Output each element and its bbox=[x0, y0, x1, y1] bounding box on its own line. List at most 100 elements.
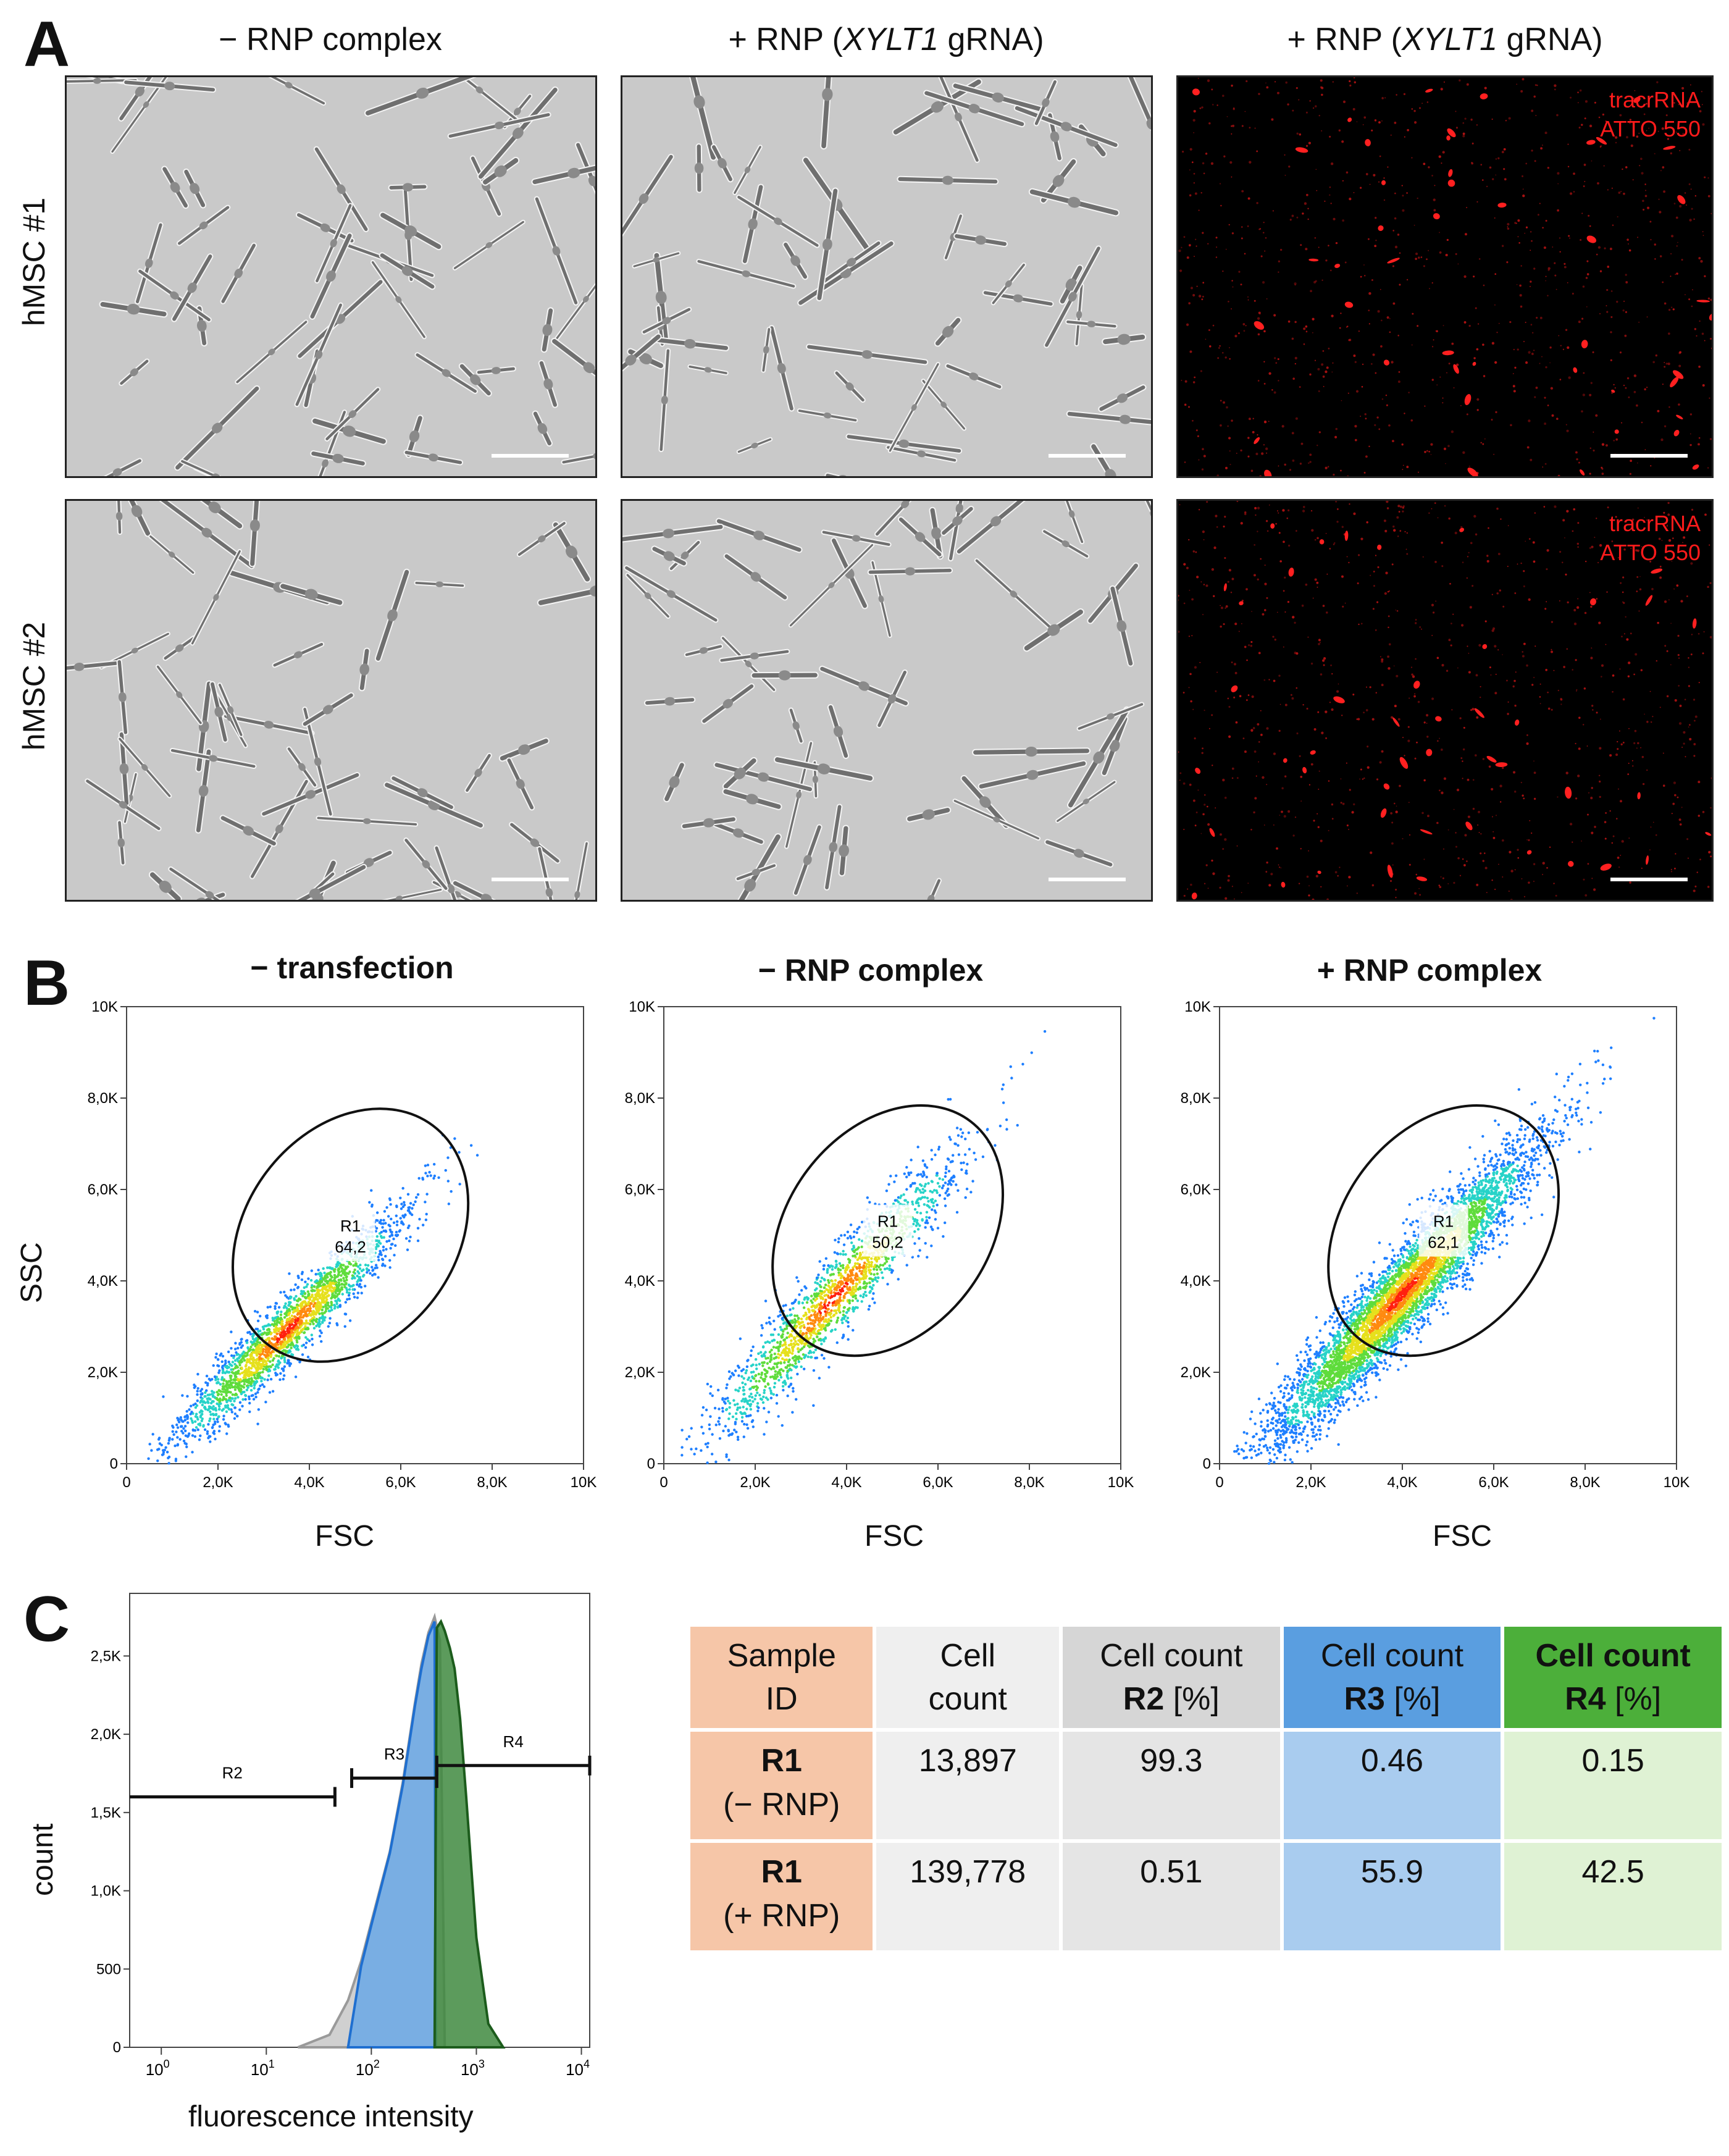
data-point bbox=[233, 1399, 236, 1403]
data-point bbox=[301, 1292, 304, 1295]
data-point bbox=[891, 1258, 894, 1262]
data-point bbox=[249, 1388, 253, 1392]
data-point bbox=[750, 1396, 754, 1399]
data-point bbox=[304, 1325, 307, 1328]
data-point bbox=[361, 1275, 365, 1278]
data-point bbox=[927, 1181, 930, 1185]
data-point bbox=[196, 1386, 199, 1390]
data-point bbox=[247, 1381, 251, 1385]
data-point bbox=[253, 1384, 256, 1387]
data-point bbox=[924, 1226, 927, 1229]
data-point bbox=[856, 1258, 860, 1261]
data-point bbox=[319, 1284, 322, 1288]
data-point bbox=[827, 1365, 831, 1369]
data-point bbox=[1394, 1342, 1397, 1346]
data-point bbox=[843, 1294, 846, 1298]
data-point bbox=[193, 1386, 196, 1390]
data-point bbox=[409, 1235, 412, 1239]
data-point bbox=[356, 1296, 359, 1299]
data-point bbox=[295, 1341, 299, 1344]
data-point bbox=[921, 1188, 924, 1191]
data-point bbox=[301, 1353, 304, 1356]
data-point bbox=[273, 1322, 277, 1325]
data-point bbox=[790, 1369, 793, 1372]
data-point bbox=[1321, 1419, 1325, 1422]
data-point bbox=[262, 1348, 265, 1351]
data-point bbox=[185, 1410, 188, 1413]
data-point bbox=[233, 1417, 237, 1420]
data-point bbox=[299, 1316, 302, 1319]
data-point bbox=[161, 1453, 164, 1456]
data-point bbox=[212, 1430, 216, 1433]
data-point bbox=[974, 1158, 978, 1161]
chart-title-1: − transfection bbox=[250, 950, 454, 985]
data-point bbox=[797, 1280, 800, 1283]
data-point bbox=[216, 1380, 220, 1384]
data-point bbox=[384, 1222, 387, 1225]
data-point bbox=[352, 1283, 355, 1287]
data-point bbox=[813, 1320, 816, 1323]
cell-shape bbox=[906, 807, 952, 823]
data-point bbox=[800, 1357, 803, 1361]
data-point bbox=[797, 1339, 800, 1342]
data-point bbox=[180, 1425, 183, 1428]
data-point bbox=[311, 1312, 314, 1315]
data-point bbox=[761, 1327, 764, 1330]
data-point bbox=[183, 1441, 186, 1445]
data-point bbox=[285, 1296, 289, 1299]
data-point bbox=[240, 1392, 243, 1396]
cell-shape bbox=[553, 282, 595, 343]
data-point bbox=[708, 1423, 711, 1427]
data-point bbox=[356, 1265, 360, 1268]
data-point bbox=[296, 1312, 299, 1315]
data-point bbox=[952, 1154, 955, 1157]
data-point bbox=[162, 1395, 165, 1398]
data-point bbox=[225, 1400, 228, 1404]
data-point bbox=[235, 1351, 238, 1354]
cell-shape bbox=[379, 211, 443, 251]
data-point bbox=[287, 1330, 291, 1333]
x-tick-label: 8,0K bbox=[477, 1474, 507, 1491]
data-point bbox=[236, 1414, 239, 1418]
data-point bbox=[916, 1222, 919, 1225]
data-point bbox=[1575, 1111, 1578, 1115]
data-point bbox=[400, 1220, 403, 1223]
data-point bbox=[835, 1311, 838, 1315]
data-point bbox=[888, 1264, 891, 1267]
data-point bbox=[846, 1282, 849, 1286]
data-point bbox=[725, 1455, 728, 1458]
data-point bbox=[786, 1352, 789, 1355]
data-point bbox=[724, 1402, 727, 1405]
data-point bbox=[274, 1307, 277, 1311]
data-point bbox=[934, 1199, 937, 1202]
data-point bbox=[846, 1230, 850, 1233]
data-point bbox=[724, 1425, 727, 1428]
data-point bbox=[887, 1183, 890, 1186]
data-point bbox=[764, 1396, 768, 1399]
data-point bbox=[399, 1196, 402, 1199]
data-point bbox=[368, 1201, 371, 1204]
data-point bbox=[758, 1362, 761, 1366]
data-point bbox=[816, 1312, 819, 1315]
data-point bbox=[333, 1280, 337, 1283]
cell-shape bbox=[651, 545, 687, 567]
data-point bbox=[381, 1258, 385, 1261]
data-point bbox=[873, 1301, 876, 1304]
data-point bbox=[326, 1285, 330, 1288]
data-point bbox=[371, 1269, 375, 1272]
data-point bbox=[852, 1306, 855, 1309]
data-point bbox=[303, 1292, 307, 1295]
data-point bbox=[228, 1396, 232, 1399]
data-point bbox=[737, 1374, 740, 1377]
data-point bbox=[294, 1283, 297, 1286]
data-point bbox=[318, 1307, 321, 1311]
data-point bbox=[925, 1215, 928, 1219]
data-point bbox=[395, 1220, 399, 1223]
data-point bbox=[1417, 1313, 1420, 1316]
data-point bbox=[288, 1311, 291, 1315]
cell-shape bbox=[934, 316, 962, 347]
data-point bbox=[798, 1293, 801, 1296]
data-point bbox=[296, 1332, 299, 1335]
data-point bbox=[792, 1390, 795, 1393]
data-point bbox=[936, 1181, 940, 1185]
